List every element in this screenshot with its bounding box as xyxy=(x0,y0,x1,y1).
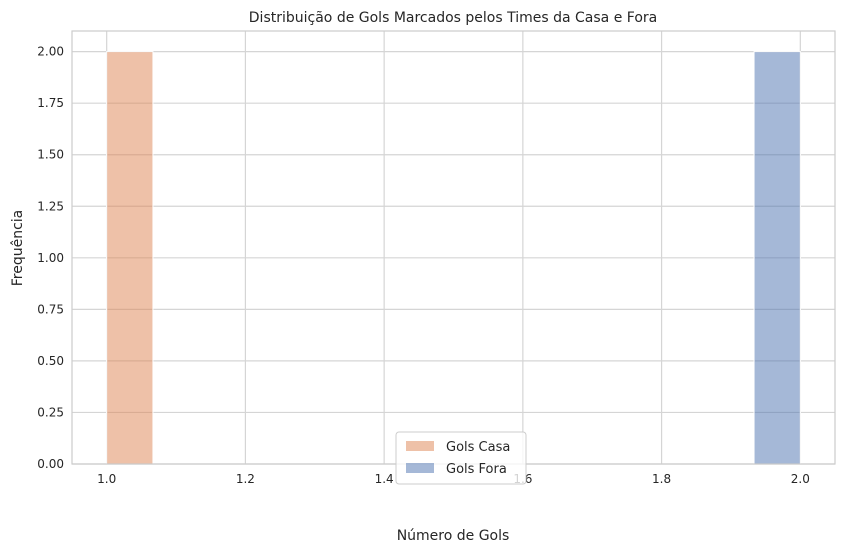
y-tick-label: 2.00 xyxy=(37,45,64,59)
legend-swatch-gols-casa xyxy=(406,441,434,451)
y-axis-title: Frequência xyxy=(10,210,26,287)
plot-background xyxy=(72,31,835,464)
legend: Gols Casa Gols Fora xyxy=(395,431,527,485)
y-tick-label: 0.00 xyxy=(37,457,64,471)
bar-gols-casa xyxy=(106,51,154,465)
legend-label-gols-fora: Gols Fora xyxy=(446,462,507,477)
x-tick-label: 1.0 xyxy=(97,472,116,486)
legend-swatch-gols-fora xyxy=(406,463,434,473)
x-tick-label: 1.8 xyxy=(652,472,671,486)
y-tick-label: 1.00 xyxy=(37,251,64,265)
y-tick-labels: 0.00 0.25 0.50 0.75 1.00 1.25 1.50 1.75 2.00 xyxy=(37,45,64,471)
x-tick-label: 1.2 xyxy=(236,472,255,486)
legend-label-gols-casa: Gols Casa xyxy=(446,440,510,455)
y-tick-label: 0.75 xyxy=(37,302,64,316)
y-tick-label: 0.50 xyxy=(37,354,64,368)
y-tick-label: 1.50 xyxy=(37,148,64,162)
bars-layer xyxy=(106,51,801,465)
x-tick-label: 1.4 xyxy=(375,472,394,486)
bar-gols-fora xyxy=(753,51,801,465)
x-tick-label: 2.0 xyxy=(791,472,810,486)
y-tick-label: 1.75 xyxy=(37,96,64,110)
x-axis-title: Número de Gols xyxy=(397,528,510,544)
y-tick-label: 0.25 xyxy=(37,405,64,419)
y-tick-label: 1.25 xyxy=(37,199,64,213)
chart-title: Distribuição de Gols Marcados pelos Time… xyxy=(249,10,657,26)
